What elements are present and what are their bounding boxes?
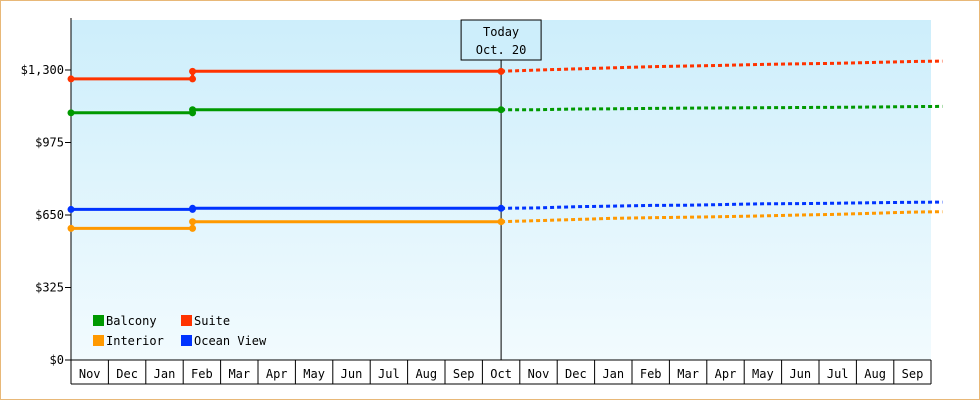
month-label: Jul: [378, 367, 400, 381]
month-label: Jun: [789, 367, 811, 381]
today-label: Today: [483, 25, 519, 39]
month-label: Nov: [528, 367, 550, 381]
month-label: Apr: [715, 367, 737, 381]
month-label: Sep: [453, 367, 475, 381]
month-label: Mar: [228, 367, 250, 381]
series-line-suite: [71, 69, 502, 81]
data-point-interior: [189, 224, 197, 232]
data-point-balcony: [497, 106, 505, 114]
month-label: Apr: [266, 367, 288, 381]
data-point-ocean-view: [67, 205, 75, 213]
today-date: Oct. 20: [476, 43, 527, 57]
y-tick-label: $0: [50, 353, 64, 367]
data-point-ocean-view: [497, 204, 505, 212]
y-tick-label: $975: [35, 136, 64, 150]
month-label: Jan: [602, 367, 624, 381]
series-forecast-suite: [501, 59, 943, 73]
legend-swatch: [93, 315, 104, 326]
data-point-balcony: [67, 109, 75, 117]
month-label: Aug: [415, 367, 437, 381]
today-box: [460, 19, 542, 61]
data-point-balcony: [189, 106, 197, 114]
legend-swatch: [93, 335, 104, 346]
month-label: Oct: [490, 367, 512, 381]
month-label: Mar: [677, 367, 699, 381]
month-label: May: [303, 367, 325, 381]
data-point-suite: [67, 75, 75, 83]
month-label: Dec: [116, 367, 138, 381]
month-label: Aug: [864, 367, 886, 381]
series-forecast-interior: [501, 210, 943, 224]
legend-swatch: [181, 335, 192, 346]
x-axis: Nov Dec Jan Feb Mar Apr May Jun Jul Aug Sep Oct Nov D…: [70, 359, 932, 385]
y-tick-label: $650: [35, 208, 64, 222]
data-point-suite: [189, 67, 197, 75]
month-label: Jun: [341, 367, 363, 381]
month-label: Jul: [827, 367, 849, 381]
data-point-interior: [497, 218, 505, 226]
y-tick-label: $325: [35, 281, 64, 295]
month-label: Dec: [565, 367, 587, 381]
month-label: Nov: [79, 367, 101, 381]
legend: Balcony Suite Interior Ocean View: [93, 314, 267, 348]
data-point-ocean-view: [189, 204, 197, 212]
series-line-ocean-view: [71, 206, 502, 211]
month-label: Feb: [640, 367, 662, 381]
data-point-interior: [67, 224, 75, 232]
month-label: Jan: [154, 367, 176, 381]
legend-swatch: [181, 315, 192, 326]
series-forecast-balcony: [501, 104, 943, 112]
legend-label: Ocean View: [194, 334, 267, 348]
data-point-suite: [497, 67, 505, 75]
legend-label: Balcony: [106, 314, 157, 328]
today-marker: Today Oct. 20: [460, 19, 542, 360]
series-lines: [67, 59, 943, 232]
legend-label: Interior: [106, 334, 164, 348]
y-tick-label: $1,300: [21, 63, 64, 77]
data-point-suite: [189, 75, 197, 83]
data-point-interior: [189, 218, 197, 226]
month-label: May: [752, 367, 774, 381]
month-label: Sep: [902, 367, 924, 381]
y-axis: $0 $325 $650 $975 $1,300: [21, 18, 72, 367]
legend-label: Suite: [194, 314, 230, 328]
month-label: Feb: [191, 367, 213, 381]
series-forecast-ocean-view: [501, 200, 943, 210]
